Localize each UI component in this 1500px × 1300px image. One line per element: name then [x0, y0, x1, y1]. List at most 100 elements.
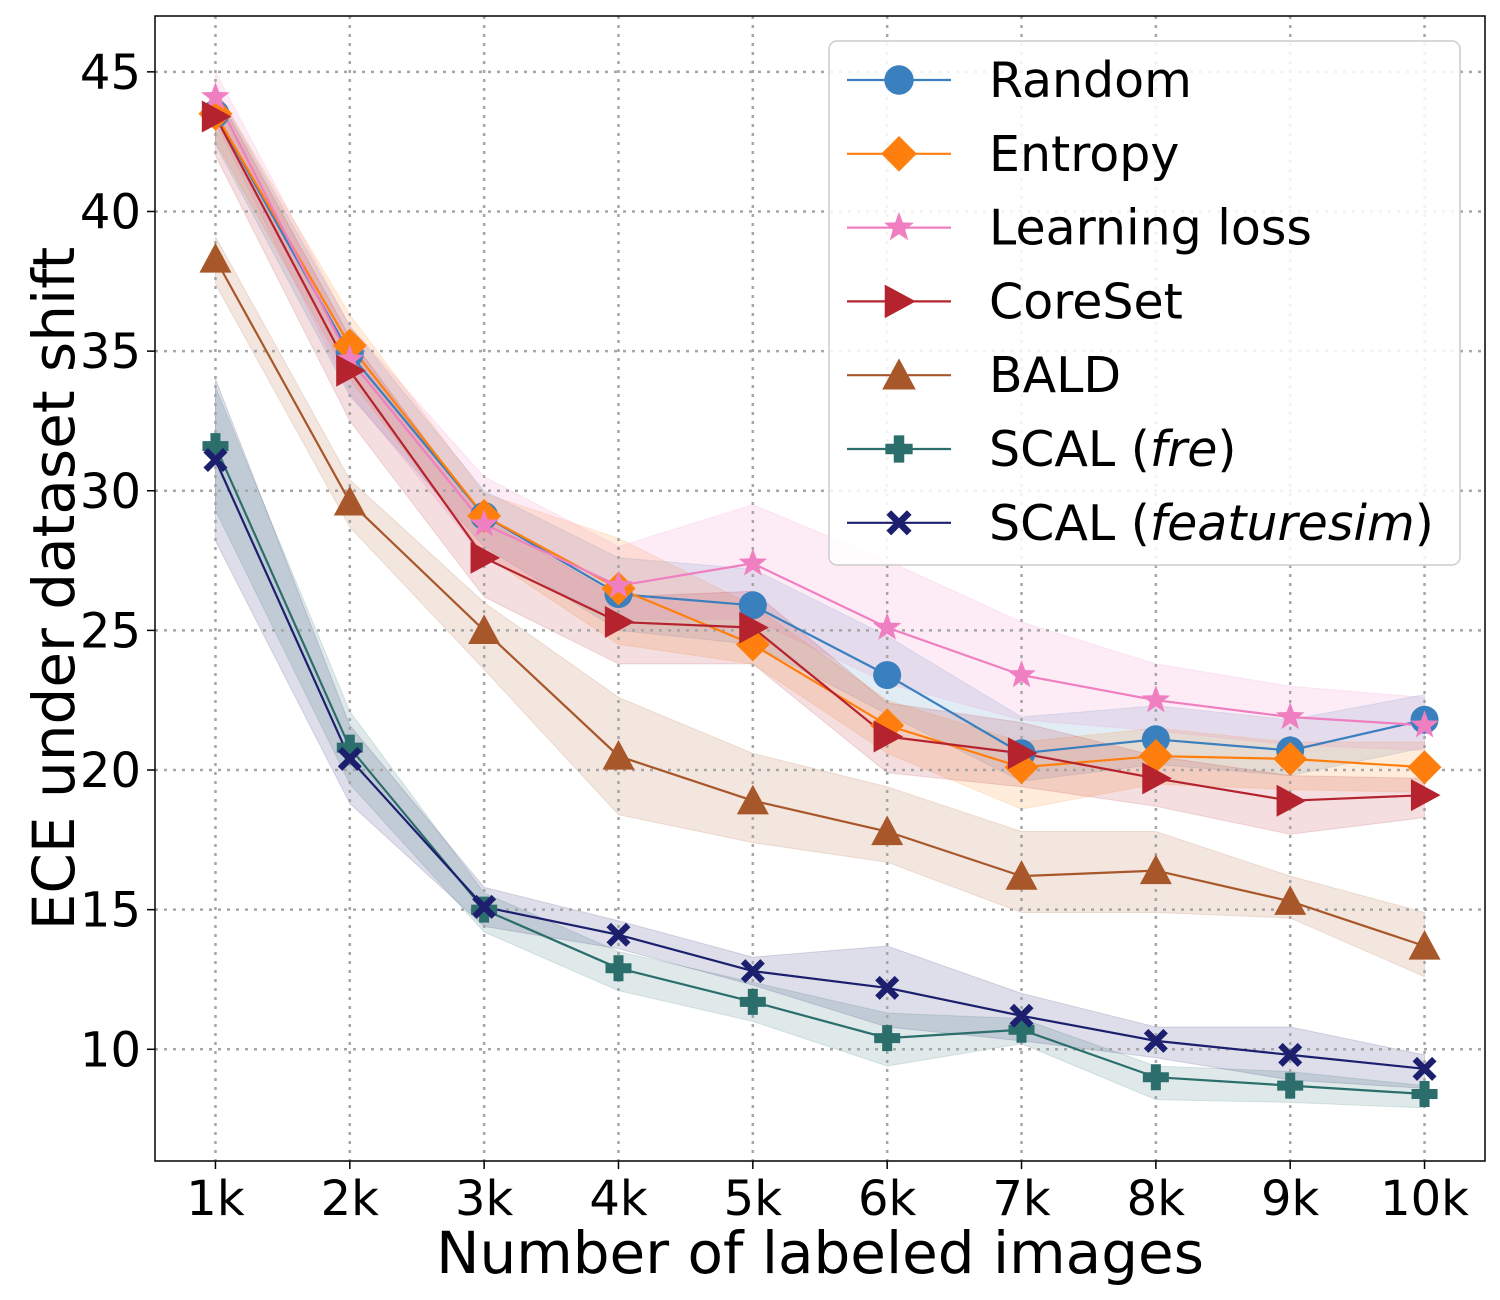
line-coreset — [214, 115, 1425, 802]
marker-coreset-2k — [336, 354, 366, 387]
y-tick-label: 20 — [80, 743, 141, 799]
legend-marker-learning-loss — [884, 211, 914, 241]
marker-learning-loss-10k — [1410, 710, 1439, 738]
marker-coreset-5k — [739, 611, 769, 644]
marker-scal-featuresim-2k — [337, 746, 362, 771]
legend-item-random: Random — [847, 52, 1192, 109]
marker-learning-loss-2k — [335, 344, 365, 372]
marker-scal-fre-5k — [739, 988, 766, 1015]
legend-item-scal-fre: SCAL (fre) — [847, 421, 1237, 478]
marker-scal-fre-4k — [605, 955, 632, 982]
x-axis-ticks: 1k 2k 3k 4k 5k 6k 7k 8k 9k 10k — [186, 1161, 1469, 1227]
marker-random-5k — [738, 591, 767, 620]
legend-marker-entropy — [881, 135, 917, 172]
marker-coreset-6k — [873, 720, 904, 753]
marker-bald-9k — [1274, 885, 1307, 915]
marker-coreset-10k — [1410, 779, 1441, 812]
marker-coreset-9k — [1276, 784, 1307, 817]
line-scal-featuresim — [214, 459, 1425, 1070]
legend-item-coreset: CoreSet — [847, 273, 1183, 330]
legend-label-close: ) — [1217, 421, 1236, 478]
marker-scal-featuresim-5k — [740, 959, 765, 984]
marker-bald-7k — [1005, 860, 1038, 890]
marker-entropy-9k — [1273, 741, 1308, 776]
marker-learning-loss-7k — [1007, 660, 1036, 688]
marker-scal-featuresim-10k — [1412, 1056, 1437, 1081]
marker-coreset-3k — [470, 541, 501, 574]
x-tick-label: 8k — [1127, 1171, 1186, 1227]
marker-scal-fre-10k — [1411, 1080, 1438, 1107]
marker-coreset-1k — [201, 100, 232, 133]
marker-entropy-10k — [1407, 750, 1442, 785]
legend-label-text: BALD — [989, 347, 1121, 404]
marker-bald-8k — [1139, 854, 1172, 885]
marker-scal-fre-1k — [202, 433, 229, 460]
marker-scal-fre-8k — [1142, 1064, 1169, 1091]
marker-learning-loss-9k — [1275, 701, 1305, 730]
legend-label-scal-fre: SCAL (fre) — [989, 421, 1237, 478]
legend-marker-scal-featuresim — [886, 510, 912, 536]
legend-label-bald: BALD — [989, 347, 1121, 404]
marker-bald-3k — [468, 614, 501, 644]
marker-bald-6k — [871, 815, 904, 846]
y-tick-label: 45 — [80, 45, 141, 101]
y-tick-label: 35 — [80, 324, 141, 380]
marker-entropy-8k — [1138, 739, 1173, 774]
marker-bald-2k — [333, 485, 366, 516]
legend-marker-coreset — [884, 284, 916, 319]
marker-bald-10k — [1408, 929, 1441, 960]
line-bald — [214, 258, 1425, 948]
marker-scal-fre-2k — [336, 734, 363, 761]
legend-label-coreset: CoreSet — [989, 273, 1183, 330]
legend-marker-random — [884, 65, 914, 95]
legend-box — [828, 40, 1461, 566]
legend-item-entropy: Entropy — [847, 126, 1179, 183]
legend-label-text: CoreSet — [989, 273, 1183, 330]
y-tick-label: 15 — [80, 883, 141, 939]
line-scal-fre — [214, 445, 1425, 1096]
marker-coreset-8k — [1142, 762, 1172, 795]
y-tick-label: 40 — [80, 184, 141, 240]
legend-marker-bald — [882, 358, 916, 390]
legend: Random Entropy Learning loss CoreSet BALD SCA… — [828, 40, 1461, 566]
marker-bald-5k — [736, 784, 769, 815]
marker-scal-featuresim-6k — [875, 975, 900, 1000]
x-tick-label: 1k — [186, 1171, 245, 1227]
marker-bald-4k — [602, 740, 635, 770]
y-tick-label: 25 — [80, 603, 141, 659]
marker-learning-loss-4k — [604, 570, 633, 598]
series-lines — [214, 96, 1425, 1096]
marker-scal-fre-9k — [1277, 1072, 1304, 1099]
series-markers — [198, 81, 1442, 1107]
marker-coreset-7k — [1007, 737, 1038, 770]
legend-label-close: ) — [1415, 495, 1434, 552]
legend-item-bald: BALD — [847, 347, 1121, 404]
line-random — [214, 113, 1425, 755]
legend-item-scal-featuresim: SCAL (featuresim) — [847, 495, 1434, 552]
legend-marker-scal-fre — [885, 435, 913, 463]
marker-learning-loss-3k — [469, 509, 499, 537]
marker-scal-fre-7k — [1008, 1016, 1035, 1043]
marker-scal-featuresim-1k — [203, 448, 228, 473]
x-tick-label: 5k — [724, 1171, 783, 1227]
marker-scal-featuresim-3k — [472, 894, 497, 919]
x-tick-label: 7k — [992, 1171, 1051, 1227]
legend-label-entropy: Entropy — [989, 126, 1179, 183]
y-axis-title: ECE under dataset shift — [20, 247, 88, 930]
legend-label-text: Learning loss — [989, 200, 1312, 257]
x-tick-label: 9k — [1261, 1171, 1320, 1227]
marker-bald-1k — [199, 242, 232, 273]
marker-learning-loss-5k — [738, 548, 768, 576]
marker-scal-featuresim-9k — [1278, 1042, 1303, 1067]
marker-learning-loss-1k — [201, 81, 230, 110]
x-tick-label: 3k — [455, 1171, 514, 1227]
legend-label-random: Random — [989, 52, 1192, 109]
x-tick-label: 10k — [1380, 1171, 1469, 1227]
line-entropy — [214, 113, 1425, 769]
marker-learning-loss-8k — [1141, 685, 1171, 713]
marker-scal-fre-6k — [874, 1025, 901, 1052]
y-axis-ticks: 10 15 20 25 30 35 40 45 — [80, 45, 155, 1078]
marker-scal-featuresim-8k — [1143, 1028, 1168, 1053]
legend-label-italic: fre — [1150, 421, 1218, 478]
